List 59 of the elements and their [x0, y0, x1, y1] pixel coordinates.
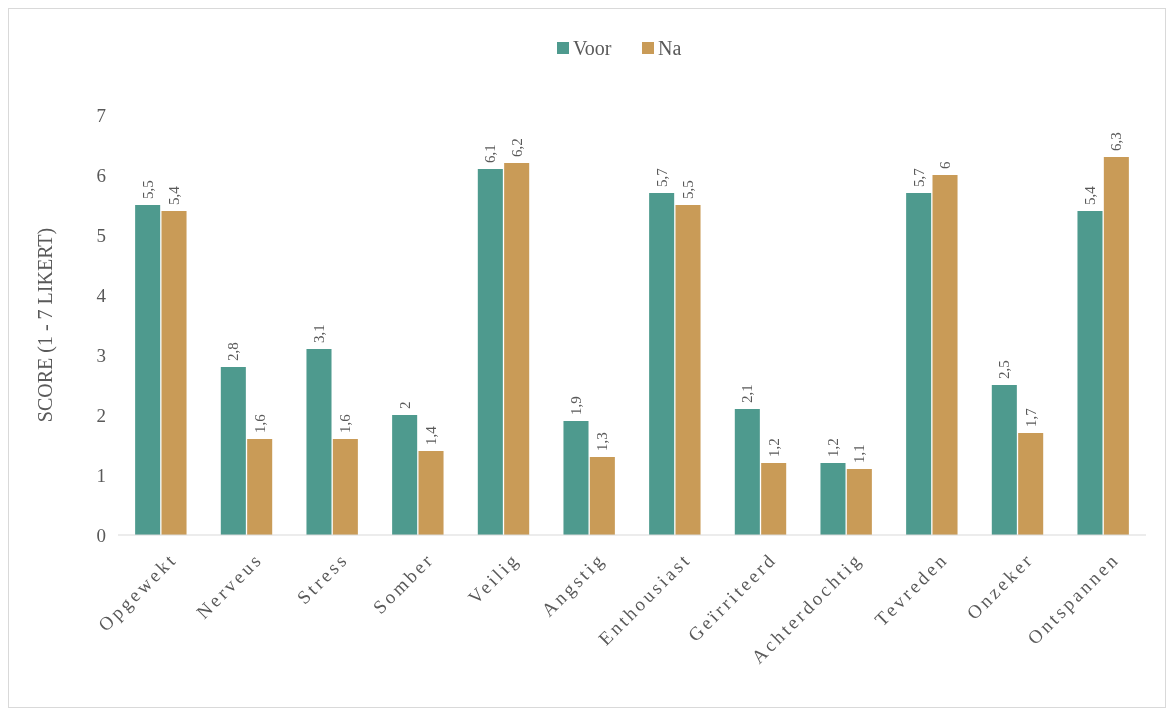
bar: [675, 205, 701, 535]
data-label: 1,1: [851, 444, 868, 463]
data-label: 5,7: [653, 167, 670, 187]
legend-label: Na: [658, 37, 682, 59]
bar: [504, 163, 530, 535]
bar: [332, 439, 358, 535]
data-label: 3,1: [310, 324, 327, 343]
y-tick-label: 3: [96, 344, 106, 366]
y-tick-label: 2: [96, 404, 106, 426]
bar: [1018, 433, 1044, 535]
data-label: 1,4: [423, 425, 440, 445]
data-label: 5,5: [139, 180, 156, 199]
bar: [991, 385, 1017, 535]
y-axis-title: SCORE (1 - 7 LIKERT): [34, 227, 57, 423]
bar: [418, 451, 444, 535]
data-label: 5,5: [680, 180, 697, 199]
data-label: 2,1: [739, 384, 756, 403]
bar: [161, 211, 187, 535]
y-tick-label: 5: [96, 224, 106, 246]
bar: [477, 169, 503, 535]
data-label: 1,3: [594, 432, 611, 451]
data-label: 1,2: [824, 438, 841, 457]
bar: [1103, 157, 1129, 535]
data-label: 1,6: [251, 413, 268, 433]
legend-label: Voor: [573, 37, 612, 59]
bar: [932, 175, 958, 535]
bar: [649, 193, 675, 535]
data-label: 2,5: [996, 360, 1013, 379]
bar: [589, 457, 615, 535]
bar: [1077, 211, 1103, 535]
y-tick-label: 7: [96, 104, 106, 126]
data-label: 6,1: [482, 144, 499, 163]
data-label: 1,2: [765, 438, 782, 457]
bar: [820, 463, 846, 535]
bar: [906, 193, 932, 535]
data-label: 1,9: [567, 396, 584, 415]
data-label: 6: [937, 161, 954, 169]
bar: [846, 469, 872, 535]
bar: [392, 415, 418, 535]
data-label: 2,8: [225, 342, 242, 361]
data-label: 5,4: [166, 185, 183, 205]
bar: [220, 367, 246, 535]
data-label: 2: [396, 401, 413, 409]
data-label: 6,2: [508, 138, 525, 157]
y-tick-label: 4: [96, 284, 107, 306]
bar: [306, 349, 332, 535]
data-label: 1,6: [337, 413, 354, 433]
bar: [135, 205, 161, 535]
data-label: 1,7: [1022, 407, 1039, 427]
y-tick-label: 0: [96, 524, 106, 546]
bar: [247, 439, 273, 535]
bar: [734, 409, 760, 535]
data-label: 5,4: [1081, 185, 1098, 205]
y-tick-label: 6: [96, 164, 106, 186]
data-label: 6,3: [1108, 132, 1125, 151]
y-tick-label: 1: [96, 464, 106, 486]
bar: [563, 421, 589, 535]
bar: [761, 463, 787, 535]
data-label: 5,7: [910, 167, 927, 187]
